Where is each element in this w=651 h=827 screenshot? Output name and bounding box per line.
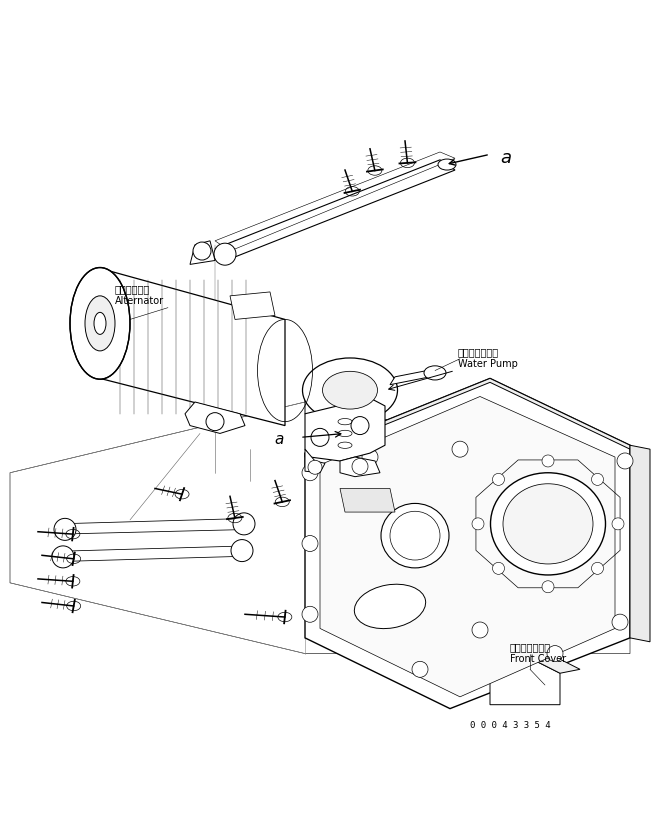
Polygon shape	[190, 241, 215, 265]
Polygon shape	[320, 397, 615, 697]
Text: 0 0 0 4 3 3 5 4: 0 0 0 4 3 3 5 4	[470, 720, 551, 729]
Text: a: a	[500, 149, 511, 166]
Ellipse shape	[85, 297, 115, 351]
Text: Front Cover: Front Cover	[510, 653, 566, 662]
Circle shape	[547, 646, 563, 662]
Text: Water Pump: Water Pump	[458, 358, 518, 368]
Ellipse shape	[381, 504, 449, 568]
Polygon shape	[305, 379, 380, 426]
Circle shape	[362, 450, 378, 466]
Circle shape	[592, 474, 603, 485]
Ellipse shape	[503, 484, 593, 564]
Polygon shape	[305, 379, 630, 457]
Text: オルタネータ: オルタネータ	[115, 284, 150, 294]
Circle shape	[52, 546, 74, 568]
Circle shape	[302, 536, 318, 552]
Circle shape	[352, 459, 368, 475]
Text: ウォータポンプ: ウォータポンプ	[458, 347, 499, 356]
Text: Alternator: Alternator	[115, 295, 164, 305]
Text: a: a	[275, 432, 284, 447]
Polygon shape	[630, 446, 650, 642]
Polygon shape	[305, 399, 385, 461]
Circle shape	[214, 244, 236, 265]
Circle shape	[412, 662, 428, 677]
Polygon shape	[305, 379, 630, 709]
Circle shape	[302, 466, 318, 481]
Polygon shape	[185, 403, 245, 434]
Circle shape	[493, 474, 505, 485]
Circle shape	[493, 562, 505, 575]
Ellipse shape	[424, 366, 446, 380]
Circle shape	[351, 417, 369, 435]
Polygon shape	[58, 519, 252, 534]
Polygon shape	[340, 457, 380, 477]
Ellipse shape	[70, 268, 130, 380]
Circle shape	[233, 514, 255, 535]
Ellipse shape	[338, 442, 352, 449]
Circle shape	[612, 614, 628, 630]
Circle shape	[193, 243, 211, 261]
Circle shape	[592, 562, 603, 575]
Polygon shape	[100, 269, 285, 426]
Ellipse shape	[338, 431, 352, 437]
Circle shape	[311, 429, 329, 447]
Ellipse shape	[354, 585, 426, 629]
Polygon shape	[490, 634, 580, 673]
Circle shape	[54, 519, 76, 541]
Polygon shape	[305, 450, 325, 473]
Ellipse shape	[490, 473, 605, 576]
Circle shape	[308, 461, 322, 475]
Polygon shape	[490, 638, 560, 705]
Ellipse shape	[322, 372, 378, 409]
Polygon shape	[55, 546, 250, 562]
Circle shape	[231, 540, 253, 562]
Circle shape	[452, 442, 468, 457]
Circle shape	[612, 519, 624, 530]
Ellipse shape	[438, 160, 456, 171]
Polygon shape	[230, 293, 275, 320]
Circle shape	[302, 606, 318, 623]
Ellipse shape	[390, 512, 440, 561]
Polygon shape	[215, 160, 455, 260]
Ellipse shape	[338, 419, 352, 425]
Ellipse shape	[303, 359, 398, 423]
Circle shape	[542, 456, 554, 467]
Text: フロントカバー: フロントカバー	[510, 641, 551, 651]
Circle shape	[472, 622, 488, 638]
Polygon shape	[340, 489, 395, 513]
Ellipse shape	[94, 313, 106, 335]
Circle shape	[472, 519, 484, 530]
Circle shape	[542, 581, 554, 593]
Polygon shape	[390, 370, 435, 385]
Circle shape	[206, 414, 224, 431]
Circle shape	[617, 453, 633, 470]
